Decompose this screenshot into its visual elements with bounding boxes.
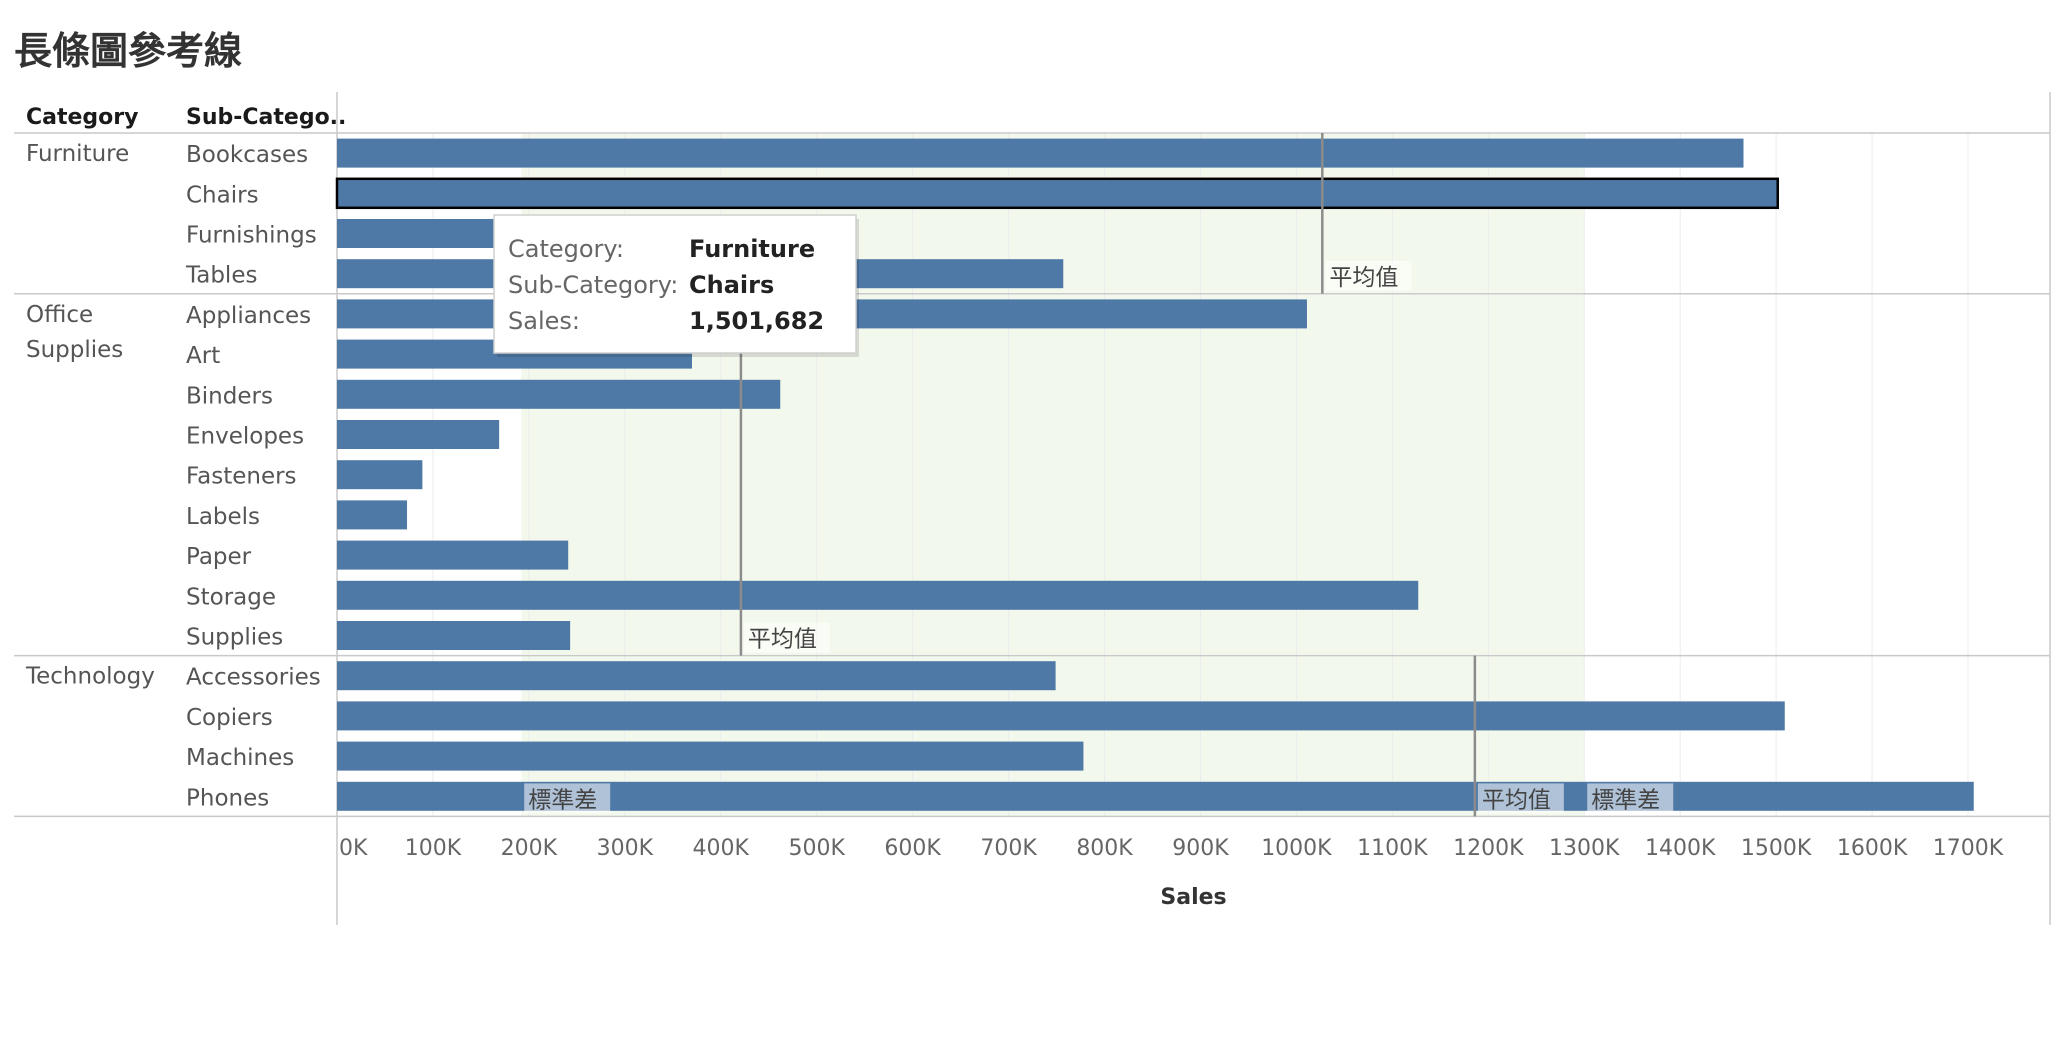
sub-category-label: Binders <box>186 383 273 409</box>
sub-category-label: Accessories <box>186 665 321 691</box>
bar-accessories[interactable] <box>337 661 1056 691</box>
sub-category-label: Storage <box>186 584 276 610</box>
header-sub-category[interactable]: Sub-Catego.. <box>186 105 346 130</box>
sub-category-label: Machines <box>186 745 294 771</box>
average-label-bg <box>743 622 830 653</box>
category-label: Furniture <box>26 141 129 167</box>
x-tick-label: 600K <box>884 836 941 861</box>
sub-category-label: Chairs <box>186 182 259 208</box>
x-tick-label: 1700K <box>1933 836 2004 861</box>
x-tick-label: 1300K <box>1549 836 1620 861</box>
bar-bookcases[interactable] <box>337 138 1744 168</box>
tooltip-value: 1,501,682 <box>689 307 824 335</box>
std-upper-label: 標準差 <box>1591 787 1660 813</box>
x-tick-label: 1500K <box>1741 836 1812 861</box>
average-label-bg <box>1477 783 1564 814</box>
x-tick-label: 300K <box>597 836 654 861</box>
bar-paper[interactable] <box>337 540 569 570</box>
x-tick-label: 1600K <box>1837 836 1908 861</box>
tooltip-value: Chairs <box>689 271 774 299</box>
row-labels: Furniture Bookcases Chairs Furnishings Table… <box>25 141 321 811</box>
x-tick-label: 1000K <box>1261 836 1332 861</box>
bar-supplies[interactable] <box>337 621 571 650</box>
x-tick-label: 900K <box>1172 836 1229 861</box>
tooltip: Category: Furniture Sub-Category: Chairs Sal… <box>493 214 859 357</box>
std-upper-label-bg <box>1587 783 1674 814</box>
x-tick-label: 200K <box>501 836 558 861</box>
sub-category-label: Art <box>186 343 220 369</box>
average-label: 平均值 <box>1329 265 1398 291</box>
sub-category-label: Copiers <box>186 705 273 731</box>
tooltip-key: Category: <box>508 235 624 263</box>
sub-category-label: Phones <box>186 785 269 811</box>
x-tick-label: 1200K <box>1453 836 1524 861</box>
bar-furnishings[interactable] <box>337 219 496 248</box>
tooltip-box <box>493 214 857 354</box>
tooltip-key: Sales: <box>508 307 580 335</box>
average-label: 平均值 <box>1482 787 1551 813</box>
std-lower-label: 標準差 <box>528 787 597 813</box>
sub-category-label: Paper <box>186 544 252 570</box>
tooltip-key: Sub-Category: <box>508 271 678 299</box>
bar-binders[interactable] <box>337 379 781 409</box>
x-tick-label: 500K <box>788 836 845 861</box>
sub-category-label: Furnishings <box>186 223 317 249</box>
category-label: Technology <box>25 664 155 690</box>
dashboard-title: 長條圖參考線 <box>14 29 243 73</box>
x-tick-label: 0K <box>339 836 368 861</box>
bar-storage[interactable] <box>337 580 1419 610</box>
bar-copiers[interactable] <box>337 701 1785 731</box>
average-label-bg <box>1325 260 1412 291</box>
std-lower-label-bg <box>524 783 611 814</box>
category-label: Office <box>26 302 93 328</box>
sub-category-label: Supplies <box>186 625 283 651</box>
sub-category-label: Labels <box>186 504 260 530</box>
average-label: 平均值 <box>748 627 817 653</box>
bar-labels[interactable] <box>337 500 408 530</box>
x-axis: 0K 100K 200K 300K 400K 500K 600K 700K 800K 900K 10… <box>339 836 2004 910</box>
x-tick-label: 700K <box>980 836 1037 861</box>
x-axis-title: Sales <box>1160 885 1226 910</box>
x-tick-label: 1400K <box>1645 836 1716 861</box>
x-tick-label: 800K <box>1076 836 1133 861</box>
header-category[interactable]: Category <box>26 105 138 130</box>
bar-chairs[interactable] <box>335 177 1779 210</box>
bar-fasteners[interactable] <box>337 460 423 490</box>
x-tick-label: 100K <box>405 836 462 861</box>
bar-envelopes[interactable] <box>337 420 500 449</box>
sub-category-label: Appliances <box>186 303 311 329</box>
x-tick-label: 400K <box>693 836 750 861</box>
tooltip-value: Furniture <box>689 235 815 263</box>
sub-category-label: Envelopes <box>186 424 304 450</box>
sub-category-label: Tables <box>185 263 257 289</box>
x-tick-label: 1100K <box>1357 836 1428 861</box>
bar-machines[interactable] <box>337 741 1084 771</box>
column-headers: Category Sub-Catego.. <box>26 105 346 130</box>
category-label: Supplies <box>26 337 123 363</box>
sub-category-label: Fasteners <box>186 464 297 490</box>
sub-category-label: Bookcases <box>186 142 308 168</box>
